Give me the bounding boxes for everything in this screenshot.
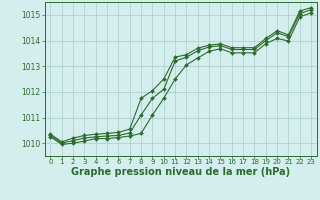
X-axis label: Graphe pression niveau de la mer (hPa): Graphe pression niveau de la mer (hPa) (71, 167, 290, 177)
